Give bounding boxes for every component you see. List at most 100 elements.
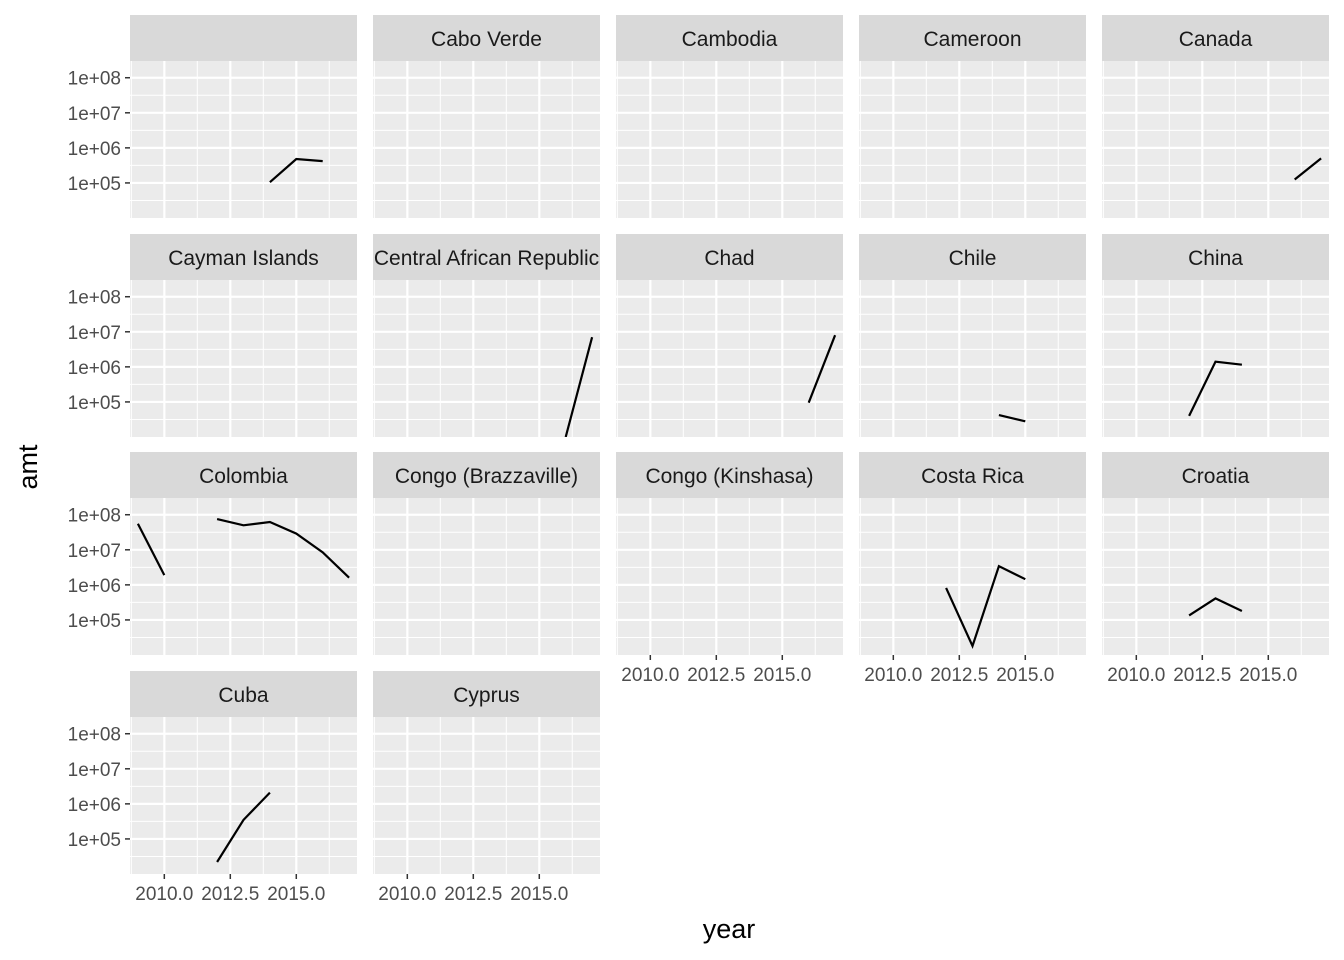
x-tick-label: 2012.5: [1173, 665, 1231, 686]
facet-strip: [859, 15, 1086, 61]
facet-panel: Chile: [859, 234, 1086, 437]
facet-strip-label: Cameroon: [923, 28, 1021, 51]
panel-background: [130, 280, 357, 437]
panel-background: [130, 61, 357, 218]
y-tick-label: 1e+06: [68, 358, 121, 379]
facet-strip-label: Cabo Verde: [431, 28, 542, 51]
facet-strip: [859, 452, 1086, 498]
panel-background: [373, 717, 600, 874]
x-tick-label: 2010.0: [864, 665, 922, 686]
facet-strip-label: Central African Republic: [374, 247, 599, 270]
facet-panel: Cambodia: [616, 15, 843, 218]
x-tick-label: 2015.0: [510, 884, 568, 905]
x-tick-label: 2015.0: [753, 665, 811, 686]
series-line: [1294, 157, 1322, 181]
facet-strip-label: Canada: [1179, 28, 1253, 51]
y-tick-label: 1e+07: [68, 541, 121, 562]
y-tick-label: 1e+05: [68, 393, 121, 414]
panel-background: [130, 498, 357, 655]
facet-panel: Cayman Islands 1e+05 1e+06 1e+07 1e+08: [68, 234, 357, 437]
y-tick-label: 1e+05: [68, 174, 121, 195]
y-tick-label: 1e+08: [68, 288, 121, 309]
facet-strip: [373, 15, 600, 61]
facet-panel: Cabo Verde: [373, 15, 600, 218]
y-tick-label: 1e+08: [68, 69, 121, 90]
panel-background: [859, 61, 1086, 218]
x-tick-label: 2010.0: [135, 884, 193, 905]
panel-background: [1102, 61, 1329, 218]
x-tick-label: 2010.0: [378, 884, 436, 905]
series-line: [1188, 597, 1243, 617]
y-tick-label: 1e+06: [68, 795, 121, 816]
facet-strip-label: Costa Rica: [921, 465, 1024, 488]
facet-panel: 1e+05 1e+06 1e+07 1e+08: [68, 15, 357, 218]
series-line: [216, 518, 350, 579]
panel-background: [1102, 498, 1329, 655]
series-line: [564, 336, 594, 437]
facet-panel: Congo (Brazzaville): [373, 452, 600, 655]
facet-panel: Chad: [616, 234, 843, 437]
series-line: [1188, 360, 1243, 417]
series-line: [216, 791, 271, 863]
facet-panels: 1e+05 1e+06 1e+07 1e+08 Cabo Verde Cambodia Ca…: [68, 15, 1329, 905]
facet-strip: [373, 234, 600, 280]
facet-strip-label: Chad: [704, 247, 754, 270]
panel-background: [373, 61, 600, 218]
panel-background: [130, 717, 357, 874]
facet-strip-label: Cyprus: [453, 684, 520, 707]
facet-strip: [373, 671, 600, 717]
x-axis-title: year: [703, 914, 756, 944]
x-tick-label: 2010.0: [621, 665, 679, 686]
x-tick-label: 2015.0: [996, 665, 1054, 686]
facet-strip: [130, 452, 357, 498]
series-line: [136, 523, 166, 576]
facet-strip-label: Congo (Kinshasa): [645, 465, 813, 488]
panel-background: [1102, 280, 1329, 437]
y-tick-label: 1e+07: [68, 760, 121, 781]
x-tick-label: 2012.5: [444, 884, 502, 905]
series-line: [269, 157, 323, 184]
y-tick-label: 1e+07: [68, 104, 121, 125]
facet-panel: Croatia 2010.0 2012.5 2015.0: [1102, 452, 1329, 686]
series-line: [945, 564, 1026, 650]
panel-background: [373, 498, 600, 655]
facet-panel: Central African Republic: [373, 234, 600, 437]
facet-strip-label: Colombia: [199, 465, 288, 488]
facet-strip: [1102, 234, 1329, 280]
facet-panel: Cameroon: [859, 15, 1086, 218]
x-tick-label: 2012.5: [201, 884, 259, 905]
x-tick-label: 2015.0: [267, 884, 325, 905]
y-tick-label: 1e+05: [68, 830, 121, 851]
facet-strip-label: Croatia: [1182, 465, 1250, 488]
y-tick-label: 1e+06: [68, 139, 121, 160]
facet-strip: [373, 452, 600, 498]
y-tick-label: 1e+05: [68, 611, 121, 632]
facet-strip-label: Congo (Brazzaville): [395, 465, 578, 488]
x-tick-label: 2012.5: [687, 665, 745, 686]
facet-panel: Congo (Kinshasa) 2010.0 2012.5 2015.0: [616, 452, 843, 686]
x-tick-label: 2012.5: [930, 665, 988, 686]
facet-panel: Colombia 1e+05 1e+06 1e+07 1e+08: [68, 452, 357, 655]
facet-panel: Costa Rica 2010.0 2012.5 2015.0: [859, 452, 1086, 686]
panel-background: [616, 280, 843, 437]
facet-strip: [130, 671, 357, 717]
facet-panel: Canada: [1102, 15, 1329, 218]
facet-strip-label: China: [1188, 247, 1243, 270]
facet-strip: [1102, 15, 1329, 61]
facet-strip-label: Cuba: [218, 684, 269, 707]
panel-background: [859, 498, 1086, 655]
facet-strip: [130, 234, 357, 280]
panel-background: [859, 280, 1086, 437]
panel-background: [616, 498, 843, 655]
series-line: [998, 414, 1026, 423]
y-tick-label: 1e+07: [68, 323, 121, 344]
x-tick-label: 2010.0: [1107, 665, 1165, 686]
facet-strip-label: Chile: [949, 247, 997, 270]
x-tick-label: 2015.0: [1239, 665, 1297, 686]
facet-strip: [616, 234, 843, 280]
facet-strip: [130, 15, 357, 61]
facet-strip: [1102, 452, 1329, 498]
series-line: [807, 334, 837, 404]
facet-panel: Cyprus 2010.0 2012.5 2015.0: [373, 671, 600, 905]
